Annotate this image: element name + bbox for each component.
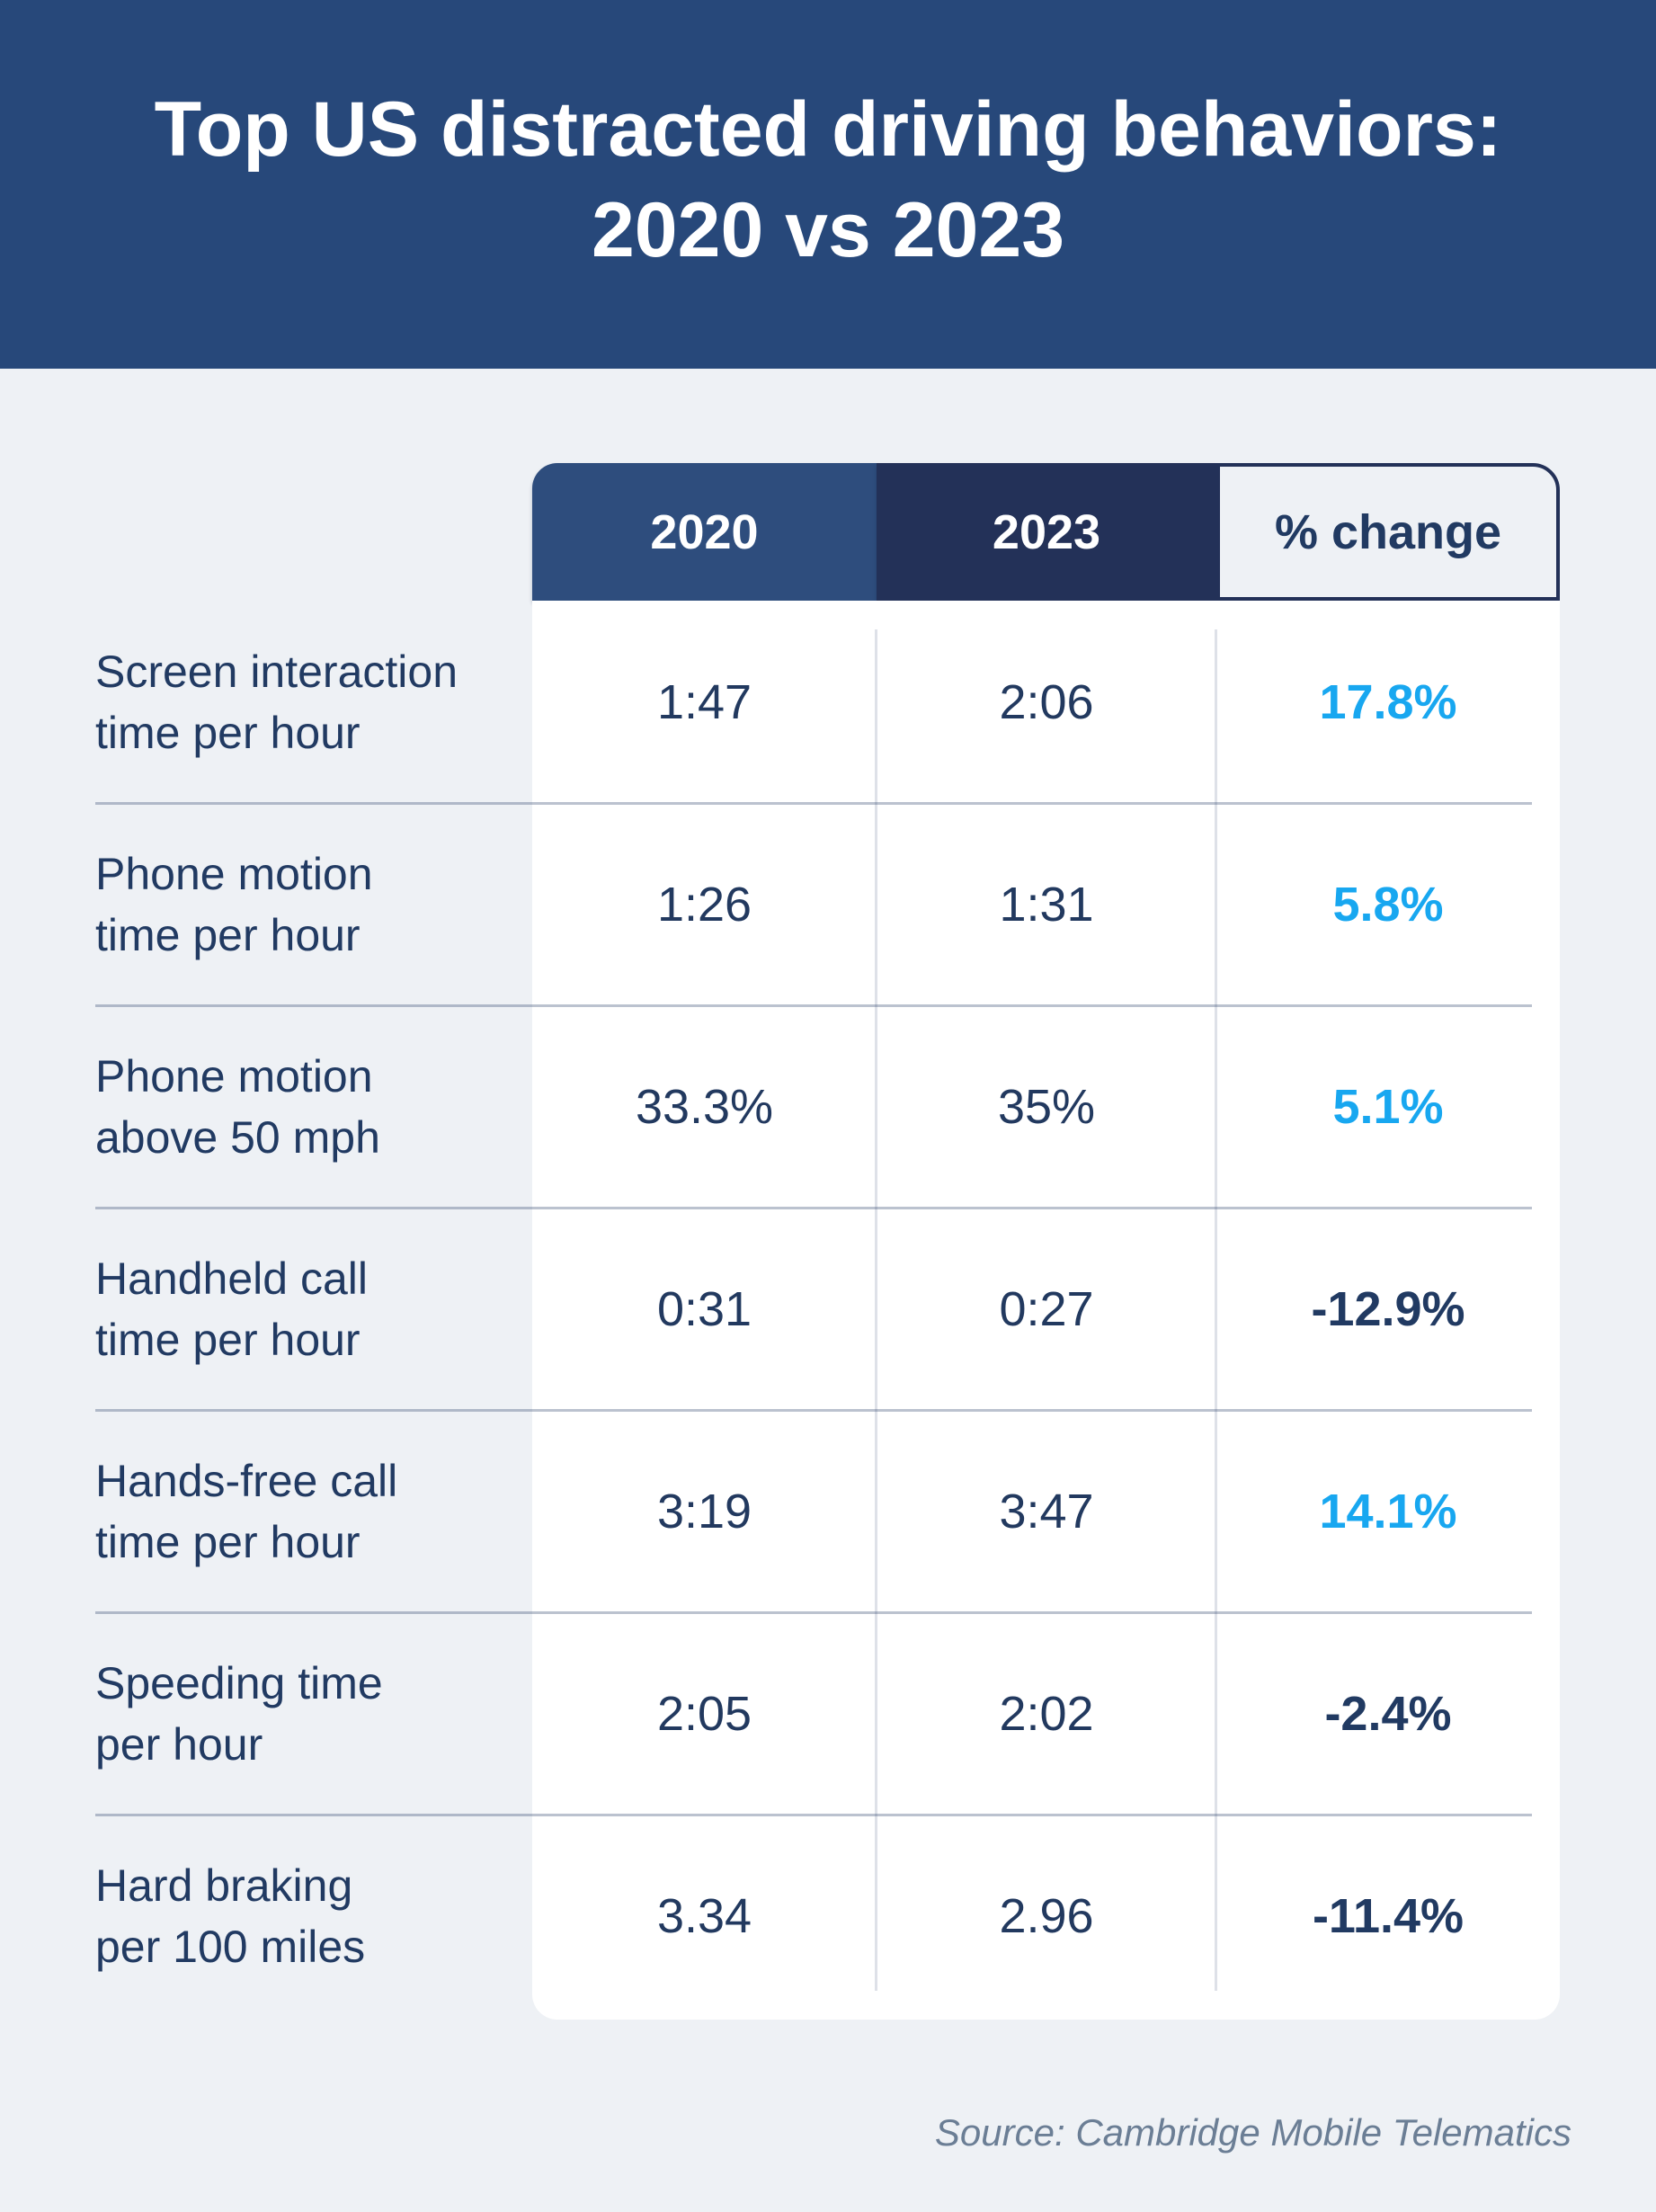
table-row: Phone motion time per hour 1:26 1:31 5.8… [0,803,1656,1007]
table-row: Hands-free call time per hour 3:19 3:47 … [0,1410,1656,1614]
change-value: -12.9% [1311,1281,1465,1336]
column-header-percent-change-label: % change [1274,504,1502,559]
table-body-panel [532,601,1560,2020]
value-2020: 0:31 [656,1281,752,1336]
value-2020: 2:05 [656,1686,752,1741]
table-row: Handheld call time per hour 0:31 0:27 -1… [0,1208,1656,1412]
change-value: -11.4% [1312,1888,1465,1943]
table-rows: Screen interaction time per hour 1:47 2:… [0,601,1656,2017]
table-row: Screen interaction time per hour 1:47 2:… [0,601,1656,805]
value-2023: 0:27 [999,1281,1094,1336]
change-value: 5.1% [1332,1079,1444,1134]
value-2023: 35% [997,1079,1096,1134]
value-2023: 2:02 [999,1686,1094,1741]
column-header-2020-label: 2020 [650,504,759,559]
value-2020: 3.34 [656,1888,752,1943]
column-divider-1 [875,629,877,1991]
column-header-2020: 2020 [532,463,877,601]
row-label: Hands-free call time per hour [95,1455,398,1567]
column-header-2023: 2023 [877,463,1216,601]
value-2020: 1:47 [656,674,752,729]
value-2023: 2.96 [999,1888,1094,1943]
value-2020: 1:26 [656,877,752,932]
value-2023: 1:31 [999,877,1094,932]
value-2020: 3:19 [656,1484,752,1539]
row-label: Hard braking per 100 miles [95,1860,366,1972]
value-2023: 3:47 [999,1484,1094,1539]
page-title: Top US distracted driving behaviors: 202… [154,86,1502,273]
change-value: -2.4% [1324,1686,1452,1741]
change-value: 17.8% [1319,674,1457,729]
table-row: Phone motion above 50 mph 33.3% 35% 5.1% [0,1005,1656,1209]
table-row: Hard braking per 100 miles 3.34 2.96 -11… [0,1815,1656,2017]
table-row: Speeding time per hour 2:05 2:02 -2.4% [0,1612,1656,1816]
row-label: Screen interaction time per hour [95,646,459,758]
source-credit: Source: Cambridge Mobile Telematics [934,2111,1571,2154]
title-banner: Top US distracted driving behaviors: 202… [0,0,1656,369]
change-value: 5.8% [1332,877,1444,932]
column-divider-2 [1215,629,1217,1991]
row-label: Phone motion above 50 mph [95,1050,380,1163]
row-label: Phone motion time per hour [95,848,373,960]
row-label: Speeding time per hour [95,1657,383,1770]
change-value: 14.1% [1319,1484,1457,1539]
value-2020: 33.3% [635,1079,774,1134]
value-2023: 2:06 [999,674,1094,729]
column-header-2023-label: 2023 [992,504,1101,559]
column-header-percent-change: % change [1216,463,1560,601]
row-label: Handheld call time per hour [95,1253,368,1365]
